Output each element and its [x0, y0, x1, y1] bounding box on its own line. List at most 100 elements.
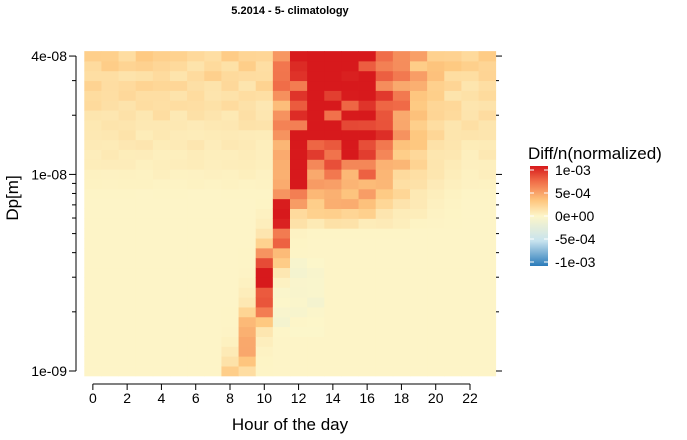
heatmap-cell [341, 70, 359, 82]
heatmap-cell [221, 346, 239, 357]
heatmap-cell [238, 228, 257, 239]
heatmap-cell [238, 218, 257, 229]
heatmap-cell [170, 208, 188, 219]
heatmap-cell [461, 247, 479, 259]
heatmap-cell [324, 70, 342, 82]
heatmap-cell [101, 316, 119, 328]
heatmap-cell [272, 139, 291, 150]
heatmap-cell [410, 188, 428, 200]
heatmap-cell [478, 287, 497, 298]
heatmap-cell [444, 287, 462, 298]
heatmap-cell [324, 316, 342, 328]
heatmap-cell [255, 218, 274, 229]
heatmap-cell [84, 179, 102, 190]
heatmap-cell [461, 257, 479, 269]
heatmap-cell [221, 159, 239, 170]
heatmap-cell [101, 169, 119, 180]
heatmap-cell [307, 60, 325, 72]
heatmap-cell [461, 139, 479, 150]
heatmap-cell [307, 366, 325, 377]
heatmap-cell [358, 247, 377, 259]
heatmap-cell [272, 297, 291, 308]
heatmap-cell [375, 100, 394, 111]
heatmap-cell [118, 208, 137, 219]
heatmap-cell [170, 120, 188, 131]
heatmap-cell [152, 366, 171, 377]
legend-colorbar [530, 166, 548, 266]
heatmap-cell [290, 100, 308, 111]
heatmap-cell [307, 277, 325, 288]
heatmap-cell [238, 287, 257, 298]
heatmap-cell [135, 60, 154, 72]
heatmap-cell [135, 366, 154, 377]
heatmap-cell [152, 228, 171, 239]
heatmap-cell [324, 208, 342, 219]
heatmap-cell [478, 307, 497, 318]
heatmap-cell [204, 267, 222, 278]
heatmap-cell [152, 316, 171, 328]
heatmap-cell [290, 129, 308, 141]
heatmap-cell [101, 188, 119, 200]
heatmap-cell [461, 159, 479, 170]
heatmap-cell [238, 208, 257, 219]
heatmap-cell [478, 297, 497, 308]
heatmap-cell [324, 238, 342, 249]
heatmap-cell [187, 149, 205, 160]
heatmap-cell [290, 307, 308, 318]
heatmap-cell [358, 346, 377, 357]
heatmap-cell [410, 366, 428, 377]
heatmap-cell [272, 188, 291, 200]
heatmap-cell [118, 218, 137, 229]
heatmap-cell [478, 110, 497, 121]
heatmap-cell [478, 100, 497, 111]
heatmap-cell [307, 336, 325, 347]
heatmap-cell [307, 100, 325, 111]
heatmap-cell [410, 208, 428, 219]
heatmap-cell [238, 297, 257, 308]
heatmap-cell [187, 80, 205, 91]
heatmap-cell [324, 188, 342, 200]
heatmap-cell [461, 277, 479, 288]
heatmap-cell [84, 247, 102, 259]
heatmap-cell [392, 159, 411, 170]
heatmap-cell [392, 60, 411, 72]
heatmap-cell [255, 129, 274, 141]
heatmap-cell [101, 297, 119, 308]
heatmap-cell [84, 218, 102, 229]
heatmap-cell [152, 257, 171, 269]
heatmap-cell [255, 159, 274, 170]
heatmap-cell [170, 257, 188, 269]
heatmap-cell [307, 80, 325, 91]
heatmap-cell [255, 356, 274, 367]
heatmap-cell [135, 356, 154, 367]
y-axis-title: Dp[m] [3, 175, 22, 220]
heatmap-cell [204, 228, 222, 239]
heatmap-cell [461, 346, 479, 357]
heatmap-cell [84, 297, 102, 308]
heatmap-cell [307, 356, 325, 367]
heatmap-cell [84, 208, 102, 219]
heatmap-cell [410, 70, 428, 82]
heatmap-cell [427, 257, 445, 269]
heatmap-cell [392, 336, 411, 347]
heatmap-cell [221, 247, 239, 259]
heatmap-cell [255, 179, 274, 190]
heatmap-cell [238, 188, 257, 200]
heatmap-cell [238, 149, 257, 160]
heatmap-cell [410, 110, 428, 121]
heatmap-cell [324, 257, 342, 269]
heatmap-cell [221, 149, 239, 160]
heatmap-cell [204, 188, 222, 200]
heatmap-cell [221, 356, 239, 367]
heatmap-cell [444, 139, 462, 150]
heatmap-cell [392, 366, 411, 377]
heatmap-cell [84, 149, 102, 160]
heatmap-cell [84, 129, 102, 141]
heatmap-cell [341, 356, 359, 367]
heatmap-cell [358, 120, 377, 131]
heatmap-cell [290, 110, 308, 121]
heatmap-cell [152, 51, 171, 62]
heatmap-cell [341, 257, 359, 269]
heatmap-cell [341, 336, 359, 347]
heatmap-cell [255, 90, 274, 101]
